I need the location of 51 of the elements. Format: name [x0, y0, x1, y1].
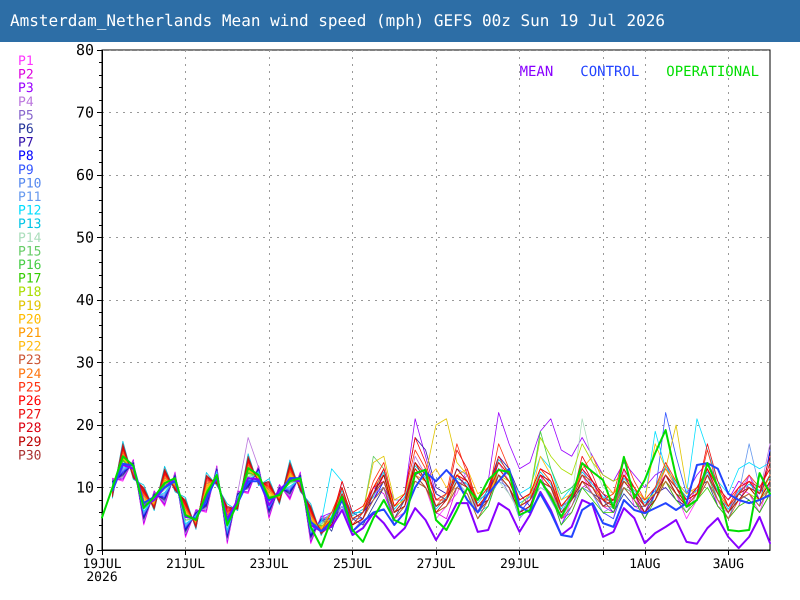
y-tick-label: 50 — [76, 228, 94, 246]
text: P17 — [18, 272, 42, 287]
x-tick-label: 3AUG — [712, 557, 744, 572]
text: P7 — [18, 136, 34, 151]
text: P26 — [18, 394, 42, 409]
text: P3 — [18, 81, 34, 96]
text: P28 — [18, 421, 42, 436]
text: P22 — [18, 340, 42, 355]
text: P1 — [18, 54, 34, 69]
text: P20 — [18, 312, 42, 328]
text: P27 — [18, 408, 42, 423]
text: P30 — [18, 448, 42, 464]
text: P14 — [18, 230, 42, 246]
text: P6 — [18, 122, 34, 137]
x-tick-label: 25JUL — [332, 557, 372, 572]
x-tick-label: 1AUG — [629, 557, 661, 572]
text: P15 — [18, 244, 42, 260]
x-tick-label: 21JUL — [166, 557, 206, 572]
text: P4 — [18, 94, 34, 110]
y-tick-label: 0 — [84, 541, 94, 559]
text: P18 — [18, 285, 42, 300]
text: MEAN — [520, 64, 554, 80]
text: P23 — [18, 353, 42, 368]
text: CONTROL — [580, 64, 640, 80]
text: P12 — [18, 204, 42, 219]
y-tick-label: 40 — [76, 291, 94, 309]
text: P2 — [18, 68, 34, 83]
y-tick-label: 30 — [76, 354, 94, 372]
text: P16 — [18, 258, 42, 273]
text: OPERATIONAL — [666, 64, 760, 80]
y-tick-label: 60 — [76, 166, 94, 184]
text: P25 — [18, 380, 42, 396]
y-tick-label: 20 — [76, 416, 94, 434]
text: P13 — [18, 217, 42, 232]
text: P5 — [18, 108, 34, 124]
y-tick-label: 10 — [76, 478, 94, 496]
chart-title: Amsterdam_Netherlands Mean wind speed (mph) GEFS 00z Sun 19 Jul 2026 — [0, 0, 800, 42]
text: P9 — [18, 162, 34, 178]
text: P24 — [18, 366, 42, 382]
text: P19 — [18, 298, 42, 314]
x-tick-label: 23JUL — [249, 557, 289, 572]
text: P8 — [18, 149, 34, 164]
text: P29 — [18, 434, 42, 450]
text: P21 — [18, 326, 42, 341]
x-tick-label: 27JUL — [416, 557, 456, 572]
x-tick-label: 19JUL 2026 — [82, 557, 122, 585]
y-tick-label: 70 — [76, 104, 94, 122]
text: P10 — [18, 176, 42, 192]
y-tick-label: 80 — [76, 41, 94, 59]
x-tick-label: 29JUL — [500, 557, 540, 572]
text: P11 — [18, 190, 42, 205]
